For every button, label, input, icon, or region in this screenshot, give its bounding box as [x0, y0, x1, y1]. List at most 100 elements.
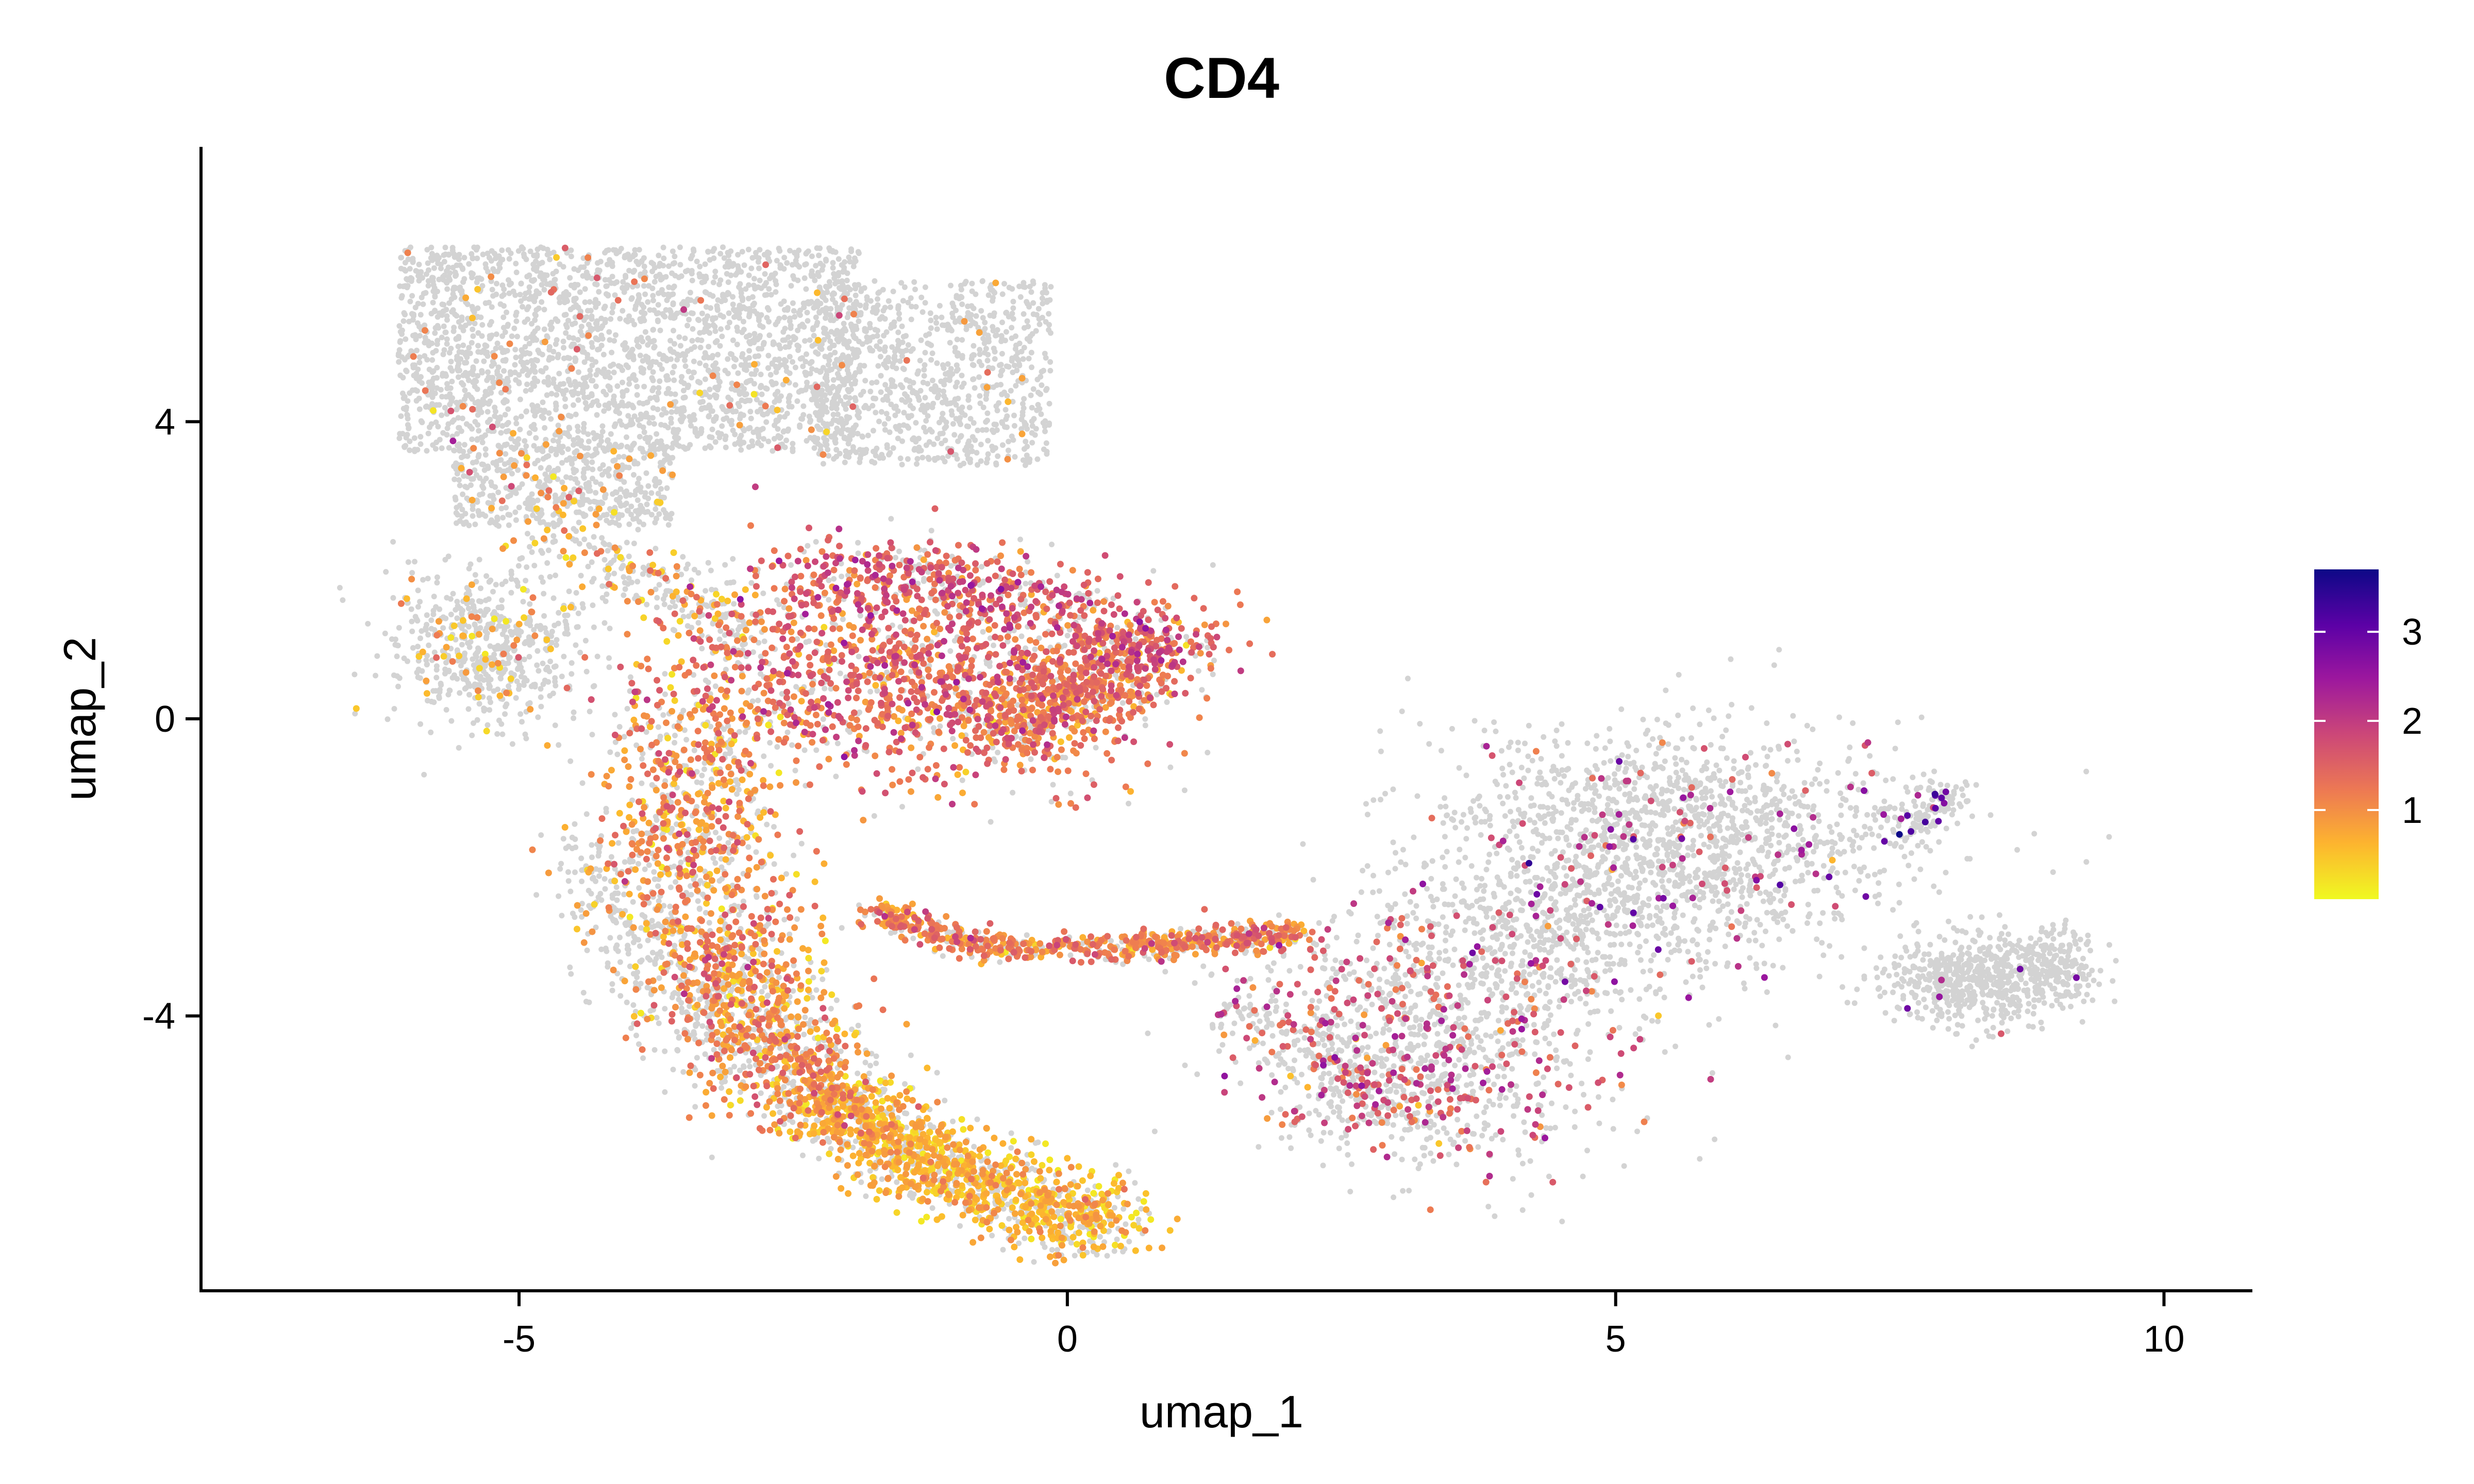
cell-point: [800, 403, 807, 409]
cell-point: [1210, 562, 1216, 568]
cell-point: [472, 572, 478, 578]
cell-point: [633, 259, 640, 265]
cell-point: [1024, 318, 1030, 324]
cell-point: [650, 405, 656, 411]
cell-point: [967, 459, 973, 465]
cell-point: [403, 404, 409, 411]
cell-point: [861, 285, 867, 291]
cell-point: [570, 341, 576, 347]
cell-point: [821, 420, 827, 427]
cell-point: [997, 373, 1004, 378]
cell-point: [789, 262, 795, 268]
cell-point: [850, 444, 856, 450]
cell-point: [728, 272, 734, 278]
cell-point: [690, 369, 696, 376]
cell-point: [699, 310, 705, 316]
cell-point: [937, 723, 943, 729]
cell-point: [521, 656, 527, 663]
cell-point: [426, 642, 432, 648]
cell-point: [456, 745, 462, 751]
cell-point: [626, 553, 632, 560]
cell-point: [710, 322, 716, 328]
cell-point: [556, 610, 562, 616]
cell-point: [735, 627, 741, 633]
cell-point: [716, 281, 722, 288]
cell-point: [856, 365, 862, 372]
cell-point: [531, 563, 538, 569]
cell-point: [692, 426, 698, 432]
cell-point: [931, 456, 938, 462]
cell-point: [828, 306, 834, 312]
cell-point: [499, 631, 506, 637]
cell-point: [950, 303, 957, 310]
cell-point: [515, 441, 521, 447]
cell-point: [527, 601, 533, 607]
cell-point: [436, 402, 442, 408]
cell-point: [607, 337, 613, 343]
cell-point: [689, 271, 695, 277]
cell-point: [712, 268, 718, 275]
cell-point: [460, 372, 466, 378]
cell-point: [493, 255, 499, 261]
cell-point: [702, 445, 708, 451]
cell-point: [756, 265, 762, 272]
cell-point: [523, 291, 529, 297]
cell-point: [641, 366, 646, 373]
cell-point: [855, 550, 861, 556]
cell-point: [748, 415, 754, 421]
cell-point: [1030, 300, 1037, 306]
cell-point: [770, 448, 776, 454]
cell-point: [780, 381, 786, 387]
cell-point: [874, 343, 880, 349]
cell-point: [945, 327, 951, 333]
cell-point: [855, 539, 861, 546]
cell-point: [848, 321, 854, 327]
cell-point: [742, 366, 747, 373]
cell-point: [656, 252, 662, 259]
cell-point: [775, 365, 781, 371]
cell-point: [901, 366, 907, 373]
cell-point: [659, 460, 665, 466]
cell-point: [482, 452, 489, 458]
cell-point: [654, 604, 660, 611]
cell-point: [844, 277, 850, 283]
cell-point: [628, 503, 634, 510]
cell-point: [607, 384, 613, 391]
cell-point: [763, 385, 769, 391]
cell-point: [486, 299, 492, 306]
cell-point: [660, 311, 666, 317]
cell-point: [591, 435, 597, 442]
cell-point: [657, 351, 663, 357]
cell-point: [827, 345, 833, 351]
cell-point: [667, 455, 673, 461]
cell-point: [633, 488, 639, 494]
cell-point: [774, 258, 780, 264]
cell-point: [1010, 316, 1016, 322]
cell-point: [513, 517, 519, 523]
cell-point: [590, 683, 596, 689]
cell-point: [921, 578, 927, 584]
cell-point: [434, 365, 440, 370]
cell-point: [390, 595, 396, 601]
cell-point: [608, 431, 614, 437]
cell-point: [969, 353, 975, 359]
cell-point: [611, 338, 617, 344]
cell-point: [396, 625, 402, 631]
cell-point: [416, 324, 422, 330]
cell-point: [634, 579, 641, 585]
cell-point: [433, 440, 440, 445]
cell-point: [505, 512, 511, 518]
cell-point: [781, 255, 788, 261]
cell-point: [557, 299, 563, 306]
cell-point: [661, 601, 667, 608]
cell-point: [337, 585, 343, 591]
cell-point: [731, 601, 737, 607]
cell-point: [512, 346, 519, 352]
cell-point: [604, 517, 610, 524]
cell-point: [830, 260, 836, 266]
cell-point: [1026, 356, 1032, 362]
cell-point: [533, 258, 539, 264]
cell-point: [607, 626, 613, 632]
cell-point: [440, 614, 446, 620]
cell-point: [805, 299, 811, 305]
